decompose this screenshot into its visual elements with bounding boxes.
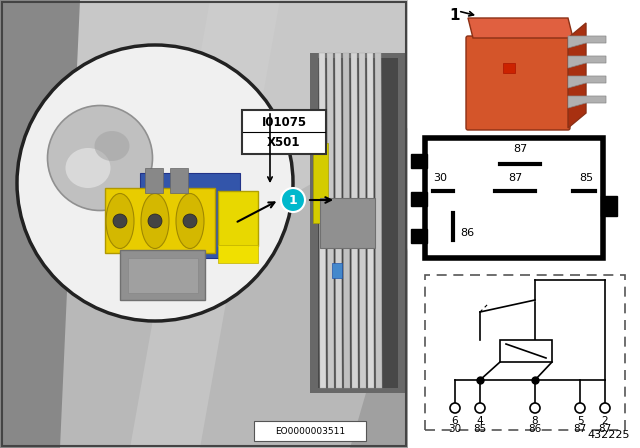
Text: 6: 6	[452, 416, 458, 426]
Circle shape	[600, 403, 610, 413]
Ellipse shape	[113, 214, 127, 228]
Bar	[218, 191, 258, 246]
Polygon shape	[367, 53, 374, 388]
Polygon shape	[568, 76, 606, 88]
Polygon shape	[568, 56, 606, 68]
Polygon shape	[375, 53, 382, 388]
Text: 1: 1	[450, 8, 460, 23]
Circle shape	[575, 403, 585, 413]
Ellipse shape	[47, 105, 152, 211]
Polygon shape	[130, 0, 280, 448]
Circle shape	[19, 47, 291, 319]
Bar	[411, 154, 427, 168]
Bar	[320, 198, 375, 248]
Bar	[425, 275, 625, 430]
Polygon shape	[335, 53, 342, 388]
Ellipse shape	[148, 214, 162, 228]
Text: 87: 87	[508, 173, 522, 183]
Text: 5: 5	[577, 416, 583, 426]
Text: 30: 30	[433, 173, 447, 183]
Ellipse shape	[65, 148, 111, 188]
Text: 87: 87	[573, 424, 587, 434]
Bar	[410, 0, 640, 448]
Polygon shape	[319, 53, 326, 388]
Bar	[120, 250, 205, 300]
Bar	[425, 138, 603, 258]
Polygon shape	[327, 53, 334, 388]
Bar	[313, 143, 328, 223]
Text: 2: 2	[602, 416, 608, 426]
Bar	[2, 2, 406, 446]
Text: 432225: 432225	[588, 430, 630, 440]
Bar	[601, 196, 617, 216]
FancyBboxPatch shape	[242, 110, 326, 154]
Bar	[128, 258, 198, 293]
Text: 87: 87	[598, 424, 612, 434]
Bar	[411, 192, 427, 206]
Polygon shape	[359, 53, 366, 388]
Polygon shape	[351, 53, 358, 388]
Polygon shape	[568, 96, 606, 108]
Text: 30: 30	[449, 424, 461, 434]
Polygon shape	[0, 0, 80, 448]
Text: 4: 4	[477, 416, 483, 426]
Bar	[503, 63, 515, 73]
Text: 86: 86	[460, 228, 474, 238]
Polygon shape	[468, 18, 573, 38]
Text: X501: X501	[268, 135, 301, 148]
Circle shape	[450, 403, 460, 413]
Text: 1: 1	[289, 194, 298, 207]
Text: 8: 8	[532, 416, 538, 426]
Ellipse shape	[183, 214, 197, 228]
Circle shape	[281, 188, 305, 212]
Bar	[500, 340, 552, 362]
Polygon shape	[200, 248, 408, 448]
Ellipse shape	[176, 194, 204, 249]
Bar	[218, 245, 258, 263]
Circle shape	[475, 403, 485, 413]
Bar	[0, 0, 408, 448]
Polygon shape	[343, 53, 350, 388]
Polygon shape	[568, 23, 586, 128]
Bar	[310, 53, 405, 393]
Bar	[170, 168, 188, 193]
Circle shape	[17, 45, 293, 321]
Ellipse shape	[106, 194, 134, 249]
Bar	[332, 263, 342, 278]
Polygon shape	[568, 36, 606, 48]
Text: EO0000003511: EO0000003511	[275, 426, 345, 435]
Circle shape	[530, 403, 540, 413]
Text: 85: 85	[474, 424, 486, 434]
Text: 86: 86	[529, 424, 541, 434]
Ellipse shape	[95, 131, 129, 161]
Polygon shape	[0, 0, 408, 248]
Text: 87: 87	[513, 144, 527, 154]
Bar	[145, 168, 163, 193]
Text: I01075: I01075	[261, 116, 307, 129]
FancyBboxPatch shape	[254, 421, 366, 441]
Bar	[105, 188, 215, 253]
Text: 85: 85	[579, 173, 593, 183]
Bar	[411, 229, 427, 243]
FancyBboxPatch shape	[466, 36, 570, 130]
Ellipse shape	[141, 194, 169, 249]
Bar	[318, 58, 398, 388]
Bar	[140, 173, 240, 258]
